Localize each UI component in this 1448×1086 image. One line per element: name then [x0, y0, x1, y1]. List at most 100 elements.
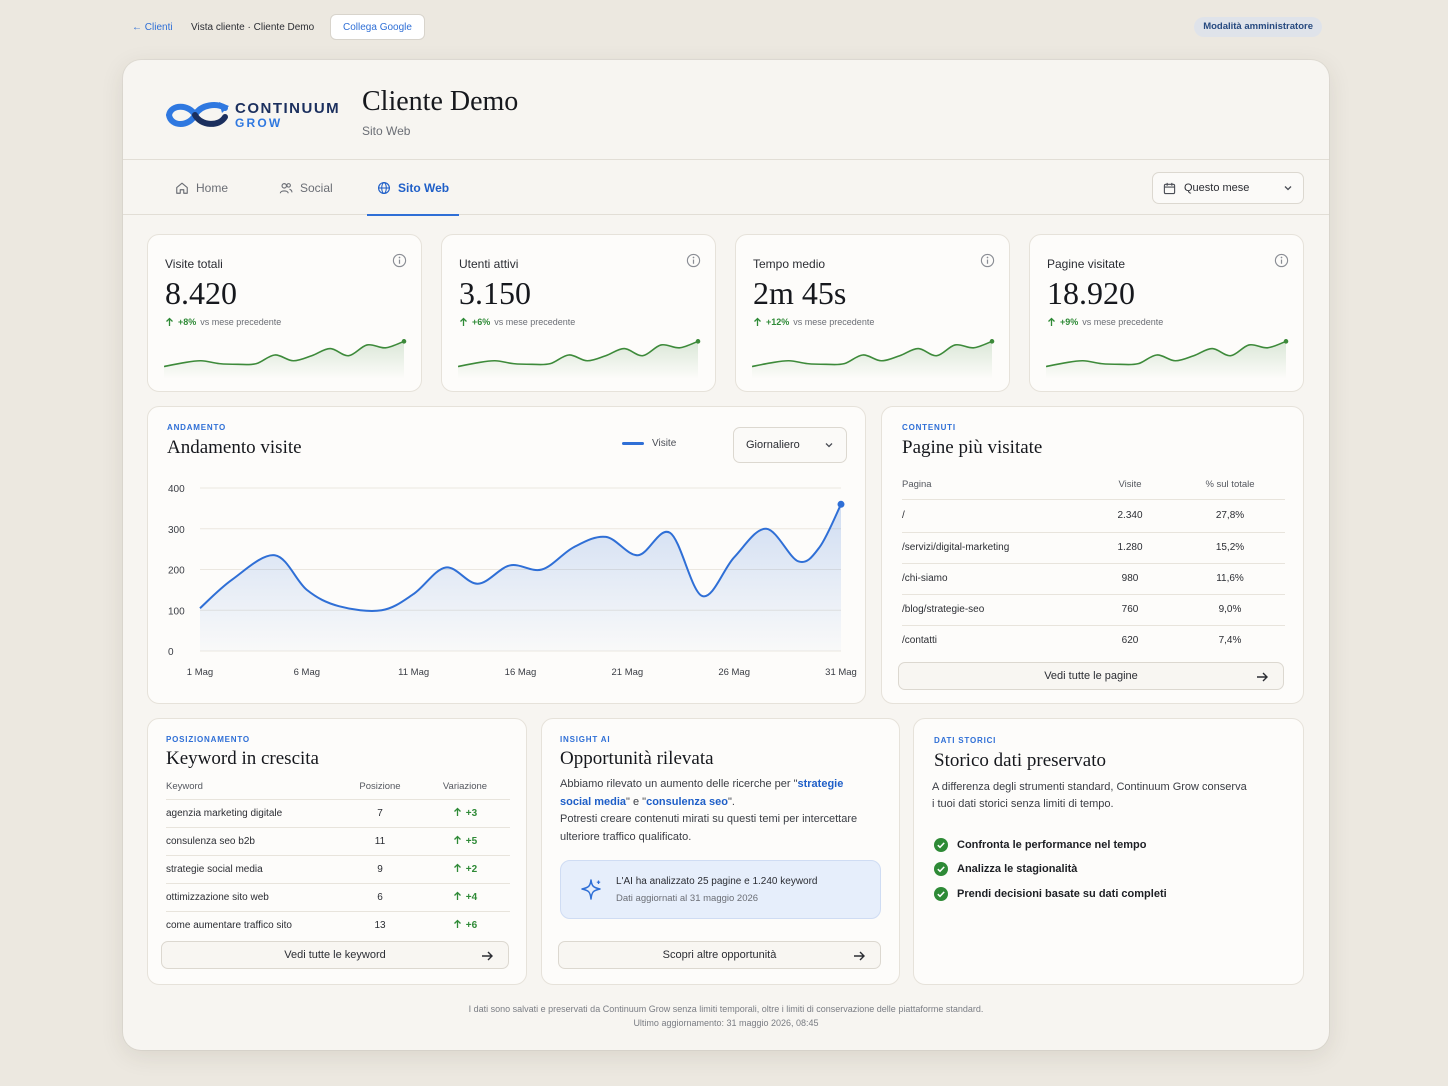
- table-row[interactable]: /2.340 27,8%: [902, 499, 1285, 533]
- arrow-up-icon: [453, 919, 461, 929]
- period-select[interactable]: Questo mese: [1152, 172, 1304, 204]
- kpi-card-visits: Visite totali 8.420 +8% vs mese precedent…: [147, 234, 422, 392]
- tab-social-label: Social: [300, 180, 333, 195]
- y-tick-label: 400: [168, 484, 185, 495]
- table-row[interactable]: consulenza seo b2b 11 +5: [166, 827, 510, 856]
- tab-home[interactable]: Home: [175, 160, 228, 215]
- section-eyebrow: CONTENUTI: [902, 423, 956, 432]
- y-tick-label: 0: [168, 647, 174, 658]
- arrow-up-icon: [453, 863, 461, 872]
- table-row[interactable]: /chi-siamo 980 11,6%: [902, 563, 1285, 595]
- kpi-delta-percent: +12%: [766, 317, 790, 327]
- chevron-down-icon: [1284, 186, 1292, 191]
- info-icon[interactable]: [980, 253, 995, 268]
- table-row[interactable]: agenzia marketing digitale 7 +3: [166, 799, 510, 828]
- sparkline-area: [1046, 341, 1286, 379]
- sparkline-end-marker: [1283, 339, 1289, 344]
- view-all-keywords-button[interactable]: Vedi tutte le keyword: [161, 941, 509, 969]
- top-pages-card: CONTENUTI Pagine più visitate Pagina Vis…: [881, 406, 1304, 704]
- keyword-position: 6: [340, 883, 420, 912]
- kpi-delta-percent: +6%: [472, 317, 491, 327]
- more-opportunities-button[interactable]: Scopri altre opportunità: [558, 941, 881, 969]
- keywords-table: Keyword Posizione Variazione agenzia mar…: [166, 775, 510, 939]
- kpi-delta-text: vs mese precedente: [494, 317, 576, 327]
- feature-check-label: Prendi decisioni basate su dati completi: [957, 888, 1167, 900]
- last-point-marker[interactable]: [837, 500, 845, 508]
- visits-series-line: [199, 503, 842, 612]
- insight-suggestion: Potresti creare contenuti mirati su ques…: [560, 813, 858, 843]
- sparkline-line: [752, 340, 993, 368]
- table-row[interactable]: strategie social media 9 +2: [166, 855, 510, 884]
- kpi-delta-text: vs mese precedente: [200, 317, 282, 327]
- tab-sito-web-label: Sito Web: [398, 180, 450, 195]
- logo-text-continuum: CONTINUUM: [235, 100, 341, 117]
- kpi-delta: +8% vs mese precedente: [165, 317, 281, 327]
- table-row[interactable]: /contatti 620 7,4%: [902, 625, 1285, 656]
- tab-sito-web[interactable]: Sito Web: [366, 160, 460, 216]
- page-visits: 1.280: [1085, 532, 1175, 564]
- sparkline-area: [164, 341, 404, 379]
- check-circle-icon: [934, 862, 948, 876]
- keyword-change: +6: [420, 911, 510, 939]
- x-tick-label: 1 Mag: [187, 667, 213, 678]
- keyword: come aumentare traffico sito: [166, 919, 292, 931]
- insight-text-part: " e ": [626, 795, 647, 808]
- feature-check: Prendi decisioni basate su dati completi: [934, 887, 1167, 901]
- ai-insight-card: INSIGHT AI Opportunità rilevata Abbiamo …: [541, 718, 900, 985]
- tab-social[interactable]: Social: [279, 160, 333, 215]
- insight-text-part: ".: [728, 795, 735, 808]
- keyword-change-value: +4: [465, 892, 478, 903]
- kpi-delta: +6% vs mese precedente: [459, 317, 575, 327]
- footer-note: I dati sono salvati e preservati da Cont…: [468, 1004, 984, 1014]
- keyword-change-value: +5: [465, 836, 478, 847]
- section-tabs: Home Social Sito Web Questo mese: [123, 160, 1329, 216]
- sparkle-icon: [581, 879, 601, 900]
- section-eyebrow: DATI STORICI: [934, 736, 997, 745]
- users-icon: [279, 182, 293, 193]
- connect-google-button[interactable]: Collega Google: [330, 14, 425, 40]
- kpi-delta: +9% vs mese precedente: [1047, 317, 1163, 327]
- legend-label: Visite: [652, 438, 677, 449]
- keyword-change: +4: [420, 883, 510, 912]
- table-row[interactable]: /blog/strategie-seo 760 9,0%: [902, 594, 1285, 626]
- insight-text: Abbiamo rilevato un aumento delle ricerc…: [560, 776, 870, 846]
- granularity-value: Giornaliero: [746, 439, 800, 451]
- card-title: Opportunità rilevata: [560, 748, 714, 769]
- page-share: 9,0%: [1175, 594, 1285, 626]
- arrow-right-icon: [482, 951, 493, 961]
- admin-mode-badge[interactable]: Modalità amministratore: [1194, 17, 1322, 37]
- table-row[interactable]: ottimizzazione sito web 6 +4: [166, 883, 510, 912]
- info-icon[interactable]: [392, 253, 407, 268]
- insight-text-part: Abbiamo rilevato un aumento delle ricerc…: [560, 778, 798, 790]
- view-all-pages-button[interactable]: Vedi tutte le pagine: [898, 662, 1284, 690]
- column-header: Visite: [1085, 470, 1175, 500]
- arrow-up-icon: [166, 317, 173, 326]
- table-row[interactable]: /servizi/digital-marketing 1.280 15,2%: [902, 532, 1285, 564]
- keyword-position: 13: [374, 919, 386, 931]
- feature-check: Confronta le performance nel tempo: [934, 838, 1146, 852]
- kpi-value: 8.420: [165, 275, 237, 311]
- info-icon[interactable]: [1274, 253, 1289, 268]
- info-icon[interactable]: [686, 253, 701, 268]
- card-title: Pagine più visitate: [902, 437, 1043, 458]
- sparkline-end-marker: [401, 339, 407, 344]
- kpi-delta-percent: +9%: [1060, 317, 1079, 327]
- granularity-select[interactable]: Giornaliero: [733, 427, 847, 463]
- keyword-change-value: +6: [465, 920, 478, 932]
- button-label: Vedi tutte le pagine: [1044, 670, 1138, 682]
- page-share: 27,8%: [1175, 499, 1285, 533]
- arrow-up-icon: [453, 891, 461, 900]
- keyword-position: 9: [340, 855, 420, 884]
- kpi-card-active-users: Utenti attivi 3.150 +6% vs mese precedent…: [441, 234, 716, 392]
- keyword-change-value: +3: [465, 808, 478, 819]
- insight-keyword: strategie social media: [560, 778, 844, 808]
- x-tick-label: 31 Mag: [825, 667, 857, 678]
- kpi-delta-percent: +8%: [178, 317, 197, 327]
- kpi-sparkline: [752, 339, 995, 379]
- table-row[interactable]: come aumentare traffico sito 13 +6: [166, 911, 510, 939]
- section-eyebrow: INSIGHT AI: [560, 735, 611, 744]
- column-header: % sul totale: [1175, 470, 1285, 500]
- sparkline-line: [458, 340, 699, 368]
- history-card: DATI STORICI Storico dati preservato A d…: [913, 718, 1304, 985]
- back-to-clients-link[interactable]: ← Clienti: [132, 22, 173, 33]
